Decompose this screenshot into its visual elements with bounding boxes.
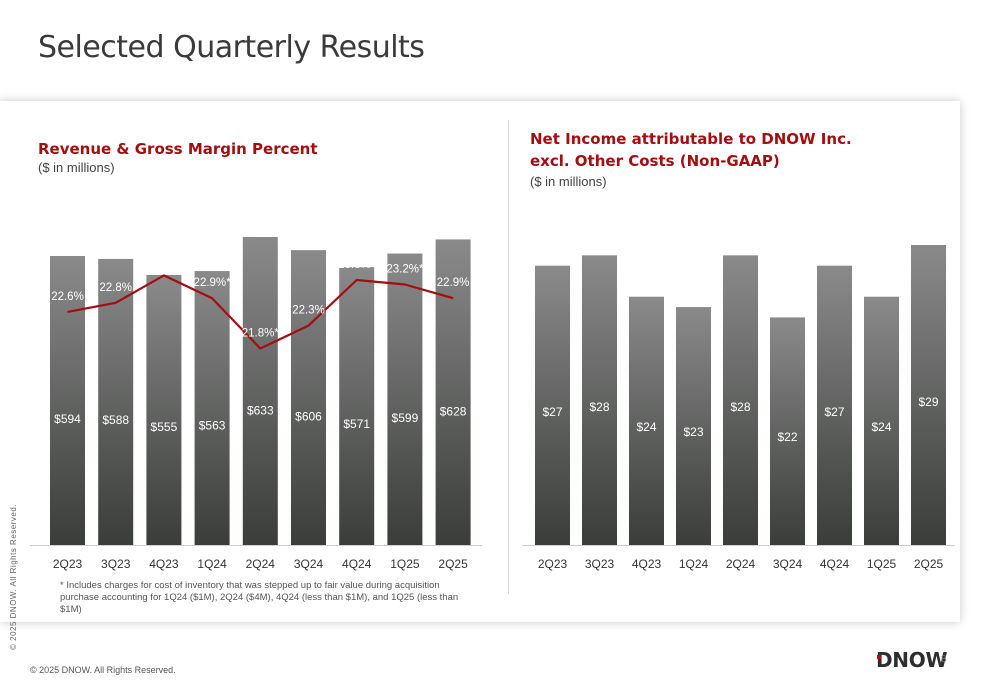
x-tick-label-1Q24: 1Q24 [197,557,227,571]
bar-1Q24 [676,307,711,545]
x-tick-label-3Q23: 3Q23 [101,557,131,571]
bar-2Q24 [242,237,278,545]
x-tick-label-2Q23: 2Q23 [53,557,83,571]
margin-label-3Q23: 22.8% [99,282,132,294]
bar-value-label-2Q25: $29 [918,395,938,409]
bar-2Q25 [911,245,946,545]
bar-3Q24 [291,250,326,545]
logo-accent [877,655,881,659]
bar-value-label-4Q24: $571 [343,417,370,431]
dnow-logo: DNOW [876,648,948,672]
net-income-chart-subtitle: ($ in millions) [530,174,607,189]
bar-3Q24 [770,317,805,545]
bar-value-label-2Q23: $594 [54,412,81,426]
side-copyright: © 2025 DNOW. All Rights Reserved. [9,504,18,650]
x-tick-label-4Q23: 4Q23 [632,557,662,571]
bar-value-label-3Q23: $588 [102,413,129,427]
bar-value-label-2Q25: $628 [440,405,467,419]
bar-2Q23 [535,265,570,545]
x-tick-label-1Q24: 1Q24 [679,557,709,571]
x-tick-label-2Q25: 2Q25 [914,557,944,571]
page-number: 8 [941,654,947,665]
bar-value-label-3Q24: $22 [777,430,797,444]
bar-2Q24 [723,255,758,545]
x-tick-label-1Q25: 1Q25 [867,557,897,571]
bar-3Q23 [98,258,134,545]
bar-1Q24 [194,271,230,545]
bar-value-label-4Q23: $24 [636,420,656,434]
bar-value-label-1Q25: $599 [392,411,419,425]
bar-value-label-3Q23: $28 [589,400,609,414]
bar-value-label-4Q23: $555 [151,420,178,434]
bar-2Q25 [435,239,471,545]
x-tick-label-2Q24: 2Q24 [726,557,756,571]
x-tick-label-1Q25: 1Q25 [390,557,420,571]
x-tick-label-3Q24: 3Q24 [294,557,324,571]
bar-4Q24 [817,265,852,545]
bar-1Q25 [387,253,423,545]
page-title: Selected Quarterly Results [38,30,425,65]
bar-4Q23 [629,296,664,545]
gross-margin-line [67,274,454,350]
bar-2Q23 [50,255,85,545]
x-tick-label-2Q25: 2Q25 [438,557,468,571]
bar-value-label-2Q24: $28 [730,400,750,414]
revenue-chart-subtitle: ($ in millions) [38,160,115,175]
margin-label-3Q24: 22.3% [292,305,325,317]
net-income-chart: $27 2Q23 $28 3Q23 $24 4Q23 $23 1Q24 $28 2Q24 $22 3Q… [522,245,955,571]
margin-label-4Q23: 23.4% [148,254,181,266]
bar-value-label-3Q24: $606 [295,409,322,423]
bottom-copyright: © 2025 DNOW. All Rights Reserved. [30,665,176,675]
bar-value-label-1Q24: $23 [683,425,703,439]
x-tick-label-4Q24: 4Q24 [820,557,850,571]
bar-1Q25 [864,296,899,545]
bar-value-label-2Q24: $633 [247,403,274,417]
chart-divider [508,120,509,594]
x-tick-label-3Q24: 3Q24 [773,557,803,571]
margin-label-2Q23: 22.6% [51,291,84,303]
net-income-title-line-2: excl. Other Costs (Non-GAAP) [530,152,780,170]
margin-label-1Q25: 23.2%* [386,264,424,276]
x-tick-label-3Q23: 3Q23 [585,557,615,571]
bar-value-label-1Q24: $563 [199,418,226,432]
margin-label-2Q24: 21.8%* [242,327,280,339]
revenue-chart-title: Revenue & Gross Margin Percent [38,140,318,158]
x-tick-label-4Q24: 4Q24 [342,557,372,571]
revenue-gross-margin-chart: $594 2Q23 $588 3Q23 $555 4Q23 $563 1Q24 $633 2Q24… [30,237,482,571]
margin-label-1Q24: 22.9%* [194,277,232,289]
bar-value-label-2Q23: $27 [542,405,562,419]
bar-4Q24 [339,267,375,545]
footnote: * Includes charges for cost of inventory… [60,580,459,615]
bar-value-label-1Q25: $24 [871,420,891,434]
x-tick-label-2Q23: 2Q23 [538,557,568,571]
margin-label-2Q25: 22.9% [437,277,470,289]
net-income-chart-title: Net Income attributable to DNOW Inc. exc… [530,128,852,172]
margin-label-4Q24: 23.3%* [338,259,376,271]
bar-value-label-4Q24: $27 [824,405,844,419]
bar-4Q23 [146,274,182,545]
x-tick-label-4Q23: 4Q23 [149,557,179,571]
bar-3Q23 [582,255,617,545]
x-tick-label-2Q24: 2Q24 [246,557,276,571]
net-income-title-line-1: Net Income attributable to DNOW Inc. [530,130,852,148]
